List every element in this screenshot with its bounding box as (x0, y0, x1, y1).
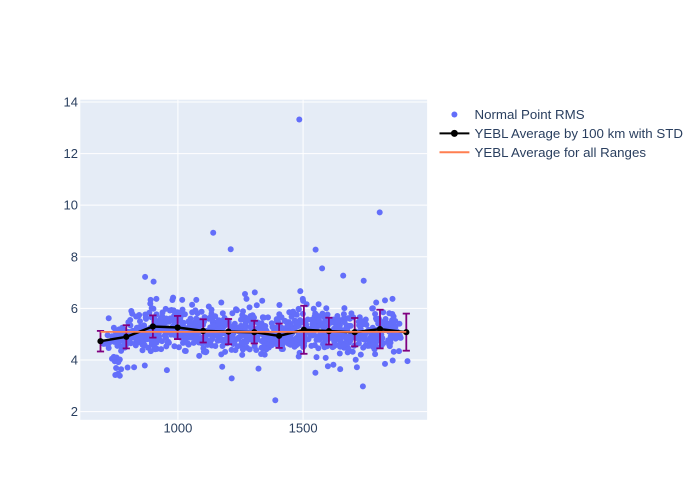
svg-text:1000: 1000 (163, 421, 192, 436)
svg-text:Normal Point RMS: Normal Point RMS (475, 107, 585, 122)
svg-text:10: 10 (64, 198, 78, 213)
svg-text:4: 4 (71, 353, 78, 368)
svg-text:2: 2 (71, 404, 78, 419)
svg-text:6: 6 (71, 301, 78, 316)
svg-text:YEBL Average by 100 km with ST: YEBL Average by 100 km with STD (475, 126, 683, 141)
svg-text:12: 12 (64, 146, 78, 161)
svg-text:8: 8 (71, 249, 78, 264)
svg-text:14: 14 (64, 94, 78, 109)
svg-text:YEBL Average for all Ranges: YEBL Average for all Ranges (475, 145, 647, 160)
svg-text:1500: 1500 (289, 421, 318, 436)
